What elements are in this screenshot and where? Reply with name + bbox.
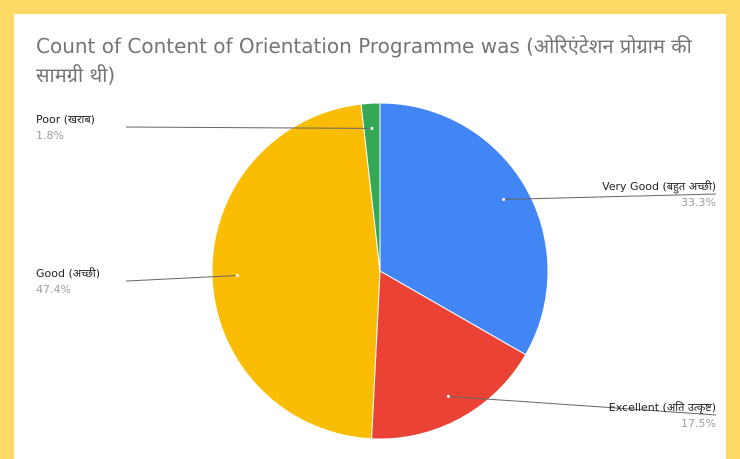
slice-label: Excellent (अति उत्कृष्ट) [609, 401, 716, 414]
slice-label: Very Good (बहुत अच्छी) [602, 180, 716, 194]
leader-line [448, 395, 717, 416]
slice-label: Poor (खराब) [36, 113, 95, 126]
chart-title: Count of Content of Orientation Programm… [36, 34, 692, 87]
leader-line [125, 126, 372, 129]
leader-line [125, 274, 238, 282]
pie-slice [371, 270, 527, 440]
pie-slice [379, 102, 549, 356]
slice-percent: 17.5% [681, 417, 716, 430]
pie-slice [211, 103, 381, 440]
leader-line [503, 193, 717, 200]
pie-slice [360, 102, 381, 272]
leader-dot [370, 126, 374, 130]
chart-card: Count of Content of Orientation Programm… [14, 14, 726, 459]
slice-label: Good (अच्छी) [36, 267, 100, 280]
slice-percent: 1.8% [36, 129, 64, 142]
slice-percent: 47.4% [36, 283, 71, 296]
leader-dot [235, 273, 239, 277]
pie-chart: Very Good (बहुत अच्छी) 33.3% Excellent (अत… [36, 102, 717, 440]
leader-dot [502, 197, 506, 201]
leader-dot [446, 394, 450, 398]
slice-percent: 33.3% [681, 196, 716, 209]
